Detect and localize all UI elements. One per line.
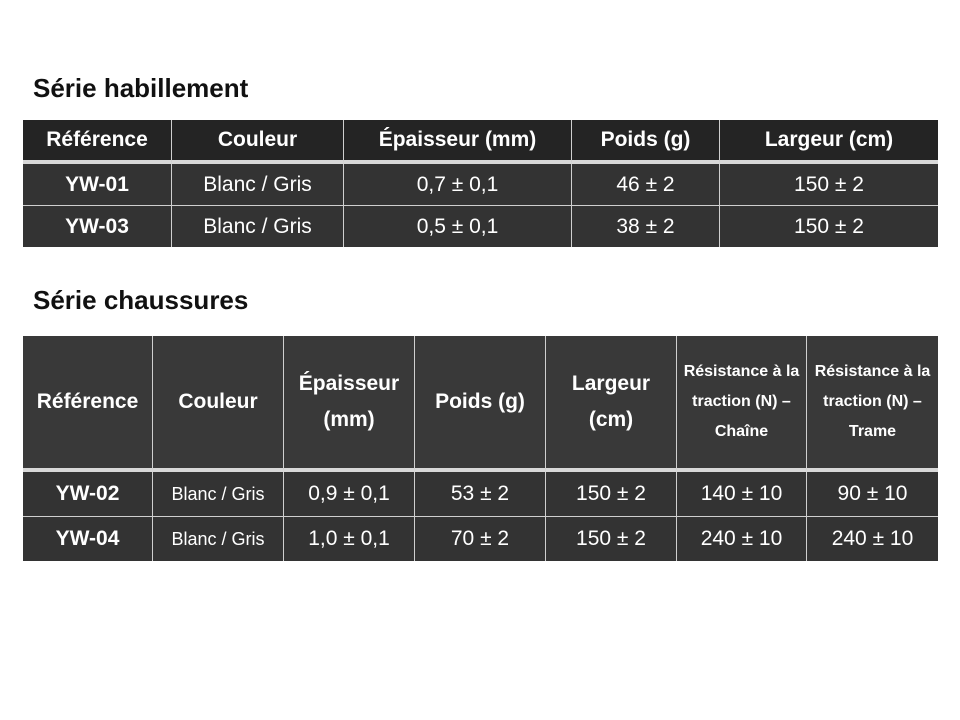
header-cell: Largeur (cm) <box>720 120 938 164</box>
weft-strength-cell: 240 ± 10 <box>807 517 938 561</box>
width-cell: 150 ± 2 <box>546 472 677 517</box>
header-cell: Poids (g) <box>572 120 720 164</box>
thickness-cell: 1,0 ± 0,1 <box>284 517 415 561</box>
weight-cell: 38 ± 2 <box>572 206 720 247</box>
color-cell: Blanc / Gris <box>172 164 344 206</box>
section-title-shoes: Série chaussures <box>33 285 249 315</box>
reference-cell: YW-03 <box>23 206 172 247</box>
clothing-series-table: Référence Couleur Épaisseur (mm) Poids (… <box>23 120 938 247</box>
header-cell: Résistance à la traction (N) – Trame <box>807 336 938 472</box>
thickness-cell: 0,9 ± 0,1 <box>284 472 415 517</box>
color-cell: Blanc / Gris <box>153 517 284 561</box>
header-cell: Référence <box>23 120 172 164</box>
header-cell: Couleur <box>153 336 284 472</box>
header-cell: Résistance à la traction (N) – Chaîne <box>677 336 807 472</box>
thickness-cell: 0,5 ± 0,1 <box>344 206 572 247</box>
table-row: YW-01 Blanc / Gris 0,7 ± 0,1 46 ± 2 150 … <box>23 164 938 206</box>
thickness-cell: 0,7 ± 0,1 <box>344 164 572 206</box>
weft-strength-cell: 90 ± 10 <box>807 472 938 517</box>
width-cell: 150 ± 2 <box>720 206 938 247</box>
warp-strength-cell: 140 ± 10 <box>677 472 807 517</box>
reference-cell: YW-01 <box>23 164 172 206</box>
section-title-clothing: Série habillement <box>33 73 249 103</box>
header-cell: Poids (g) <box>415 336 546 472</box>
reference-cell: YW-02 <box>23 472 153 517</box>
weight-cell: 46 ± 2 <box>572 164 720 206</box>
weight-cell: 53 ± 2 <box>415 472 546 517</box>
header-cell: Référence <box>23 336 153 472</box>
table-row: YW-02 Blanc / Gris 0,9 ± 0,1 53 ± 2 150 … <box>23 472 938 517</box>
table-row: YW-04 Blanc / Gris 1,0 ± 0,1 70 ± 2 150 … <box>23 517 938 561</box>
table-header-row: Référence Couleur Épaisseur (mm) Poids (… <box>23 120 938 164</box>
header-cell: Couleur <box>172 120 344 164</box>
table-header-row: Référence Couleur Épaisseur (mm) Poids (… <box>23 336 938 472</box>
header-cell: Épaisseur (mm) <box>284 336 415 472</box>
warp-strength-cell: 240 ± 10 <box>677 517 807 561</box>
header-cell: Largeur (cm) <box>546 336 677 472</box>
table-row: YW-03 Blanc / Gris 0,5 ± 0,1 38 ± 2 150 … <box>23 206 938 247</box>
reference-cell: YW-04 <box>23 517 153 561</box>
shoes-series-table: Référence Couleur Épaisseur (mm) Poids (… <box>23 336 938 561</box>
color-cell: Blanc / Gris <box>153 472 284 517</box>
width-cell: 150 ± 2 <box>720 164 938 206</box>
weight-cell: 70 ± 2 <box>415 517 546 561</box>
color-cell: Blanc / Gris <box>172 206 344 247</box>
header-cell: Épaisseur (mm) <box>344 120 572 164</box>
width-cell: 150 ± 2 <box>546 517 677 561</box>
